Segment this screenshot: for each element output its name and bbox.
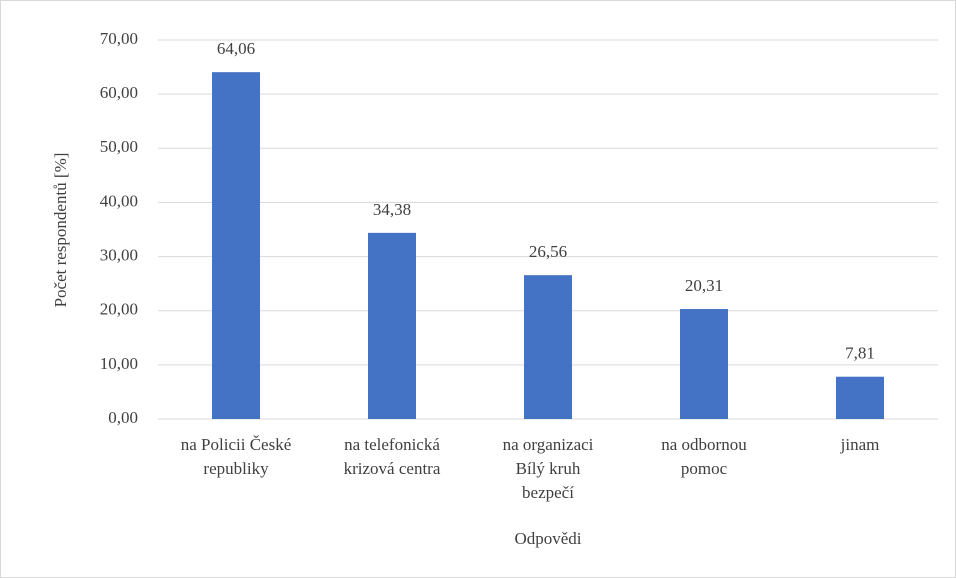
x-tick-label: na organizaci Bílý kruh bezpečí — [502, 435, 594, 502]
bar — [368, 232, 416, 419]
x-axis-title: Odpovědi — [514, 529, 581, 548]
x-tick-label: na Policii České republiky — [180, 435, 292, 478]
bar — [680, 309, 728, 419]
x-tick-label: na odbornou pomoc — [661, 435, 747, 478]
data-label: 20,31 — [685, 276, 723, 295]
y-tick-label: 50,00 — [100, 137, 138, 156]
y-tick-label: 10,00 — [100, 354, 138, 373]
x-tick-label: jinam — [840, 435, 880, 454]
y-axis-title: Počet respondentů [%] — [51, 153, 70, 308]
y-tick-label: 0,00 — [108, 408, 138, 427]
bar — [524, 275, 572, 419]
data-label: 7,81 — [845, 344, 875, 363]
y-tick-label: 30,00 — [100, 245, 138, 264]
data-label: 64,06 — [217, 39, 255, 58]
y-tick-label: 60,00 — [100, 83, 138, 102]
data-label: 34,38 — [373, 200, 411, 219]
data-label: 26,56 — [529, 242, 567, 261]
bar — [212, 72, 260, 419]
bar — [836, 376, 884, 419]
y-tick-label: 20,00 — [100, 300, 138, 319]
y-tick-label: 40,00 — [100, 191, 138, 210]
x-tick-label: na telefonická krizová centra — [343, 435, 441, 478]
y-tick-label: 70,00 — [100, 29, 138, 48]
